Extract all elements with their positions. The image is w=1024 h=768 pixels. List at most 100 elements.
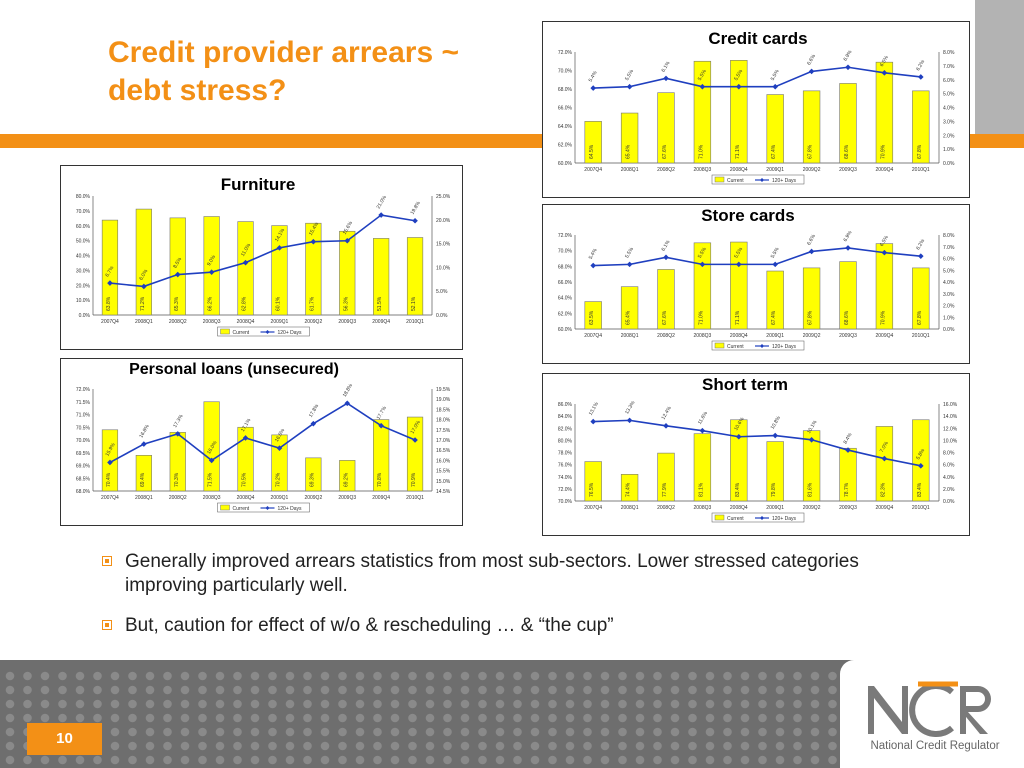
bar-data-label: 82.3% xyxy=(880,482,886,497)
bar-data-label: 56.3% xyxy=(343,296,349,311)
footer-dot xyxy=(250,727,260,737)
y-right-tick-label: 5.0% xyxy=(943,92,955,98)
y-right-tick-label: 0.0% xyxy=(436,313,448,319)
bar xyxy=(584,461,602,502)
chart-title-short-term: Short term xyxy=(690,374,800,396)
x-tick-label: 2009Q3 xyxy=(338,495,356,501)
footer-dot xyxy=(793,727,802,737)
y-right-tick-label: 0.0% xyxy=(943,499,955,505)
x-tick-label: 2009Q1 xyxy=(271,495,289,501)
y-left-tick-label: 84.0% xyxy=(558,414,573,420)
footer-dot xyxy=(653,727,662,737)
x-tick-label: 2008Q4 xyxy=(237,319,255,325)
footer-dot xyxy=(705,671,715,681)
line-data-label: 9.0% xyxy=(206,254,217,267)
x-tick-label: 2008Q2 xyxy=(657,167,675,173)
y-right-tick-label: 15.0% xyxy=(436,242,451,248)
bar-data-label: 60.1% xyxy=(275,296,281,311)
footer-dot xyxy=(548,755,557,765)
footer-dot xyxy=(705,713,715,723)
x-tick-label: 2009Q2 xyxy=(803,505,821,511)
x-tick-label: 2007Q4 xyxy=(101,495,119,501)
footer-dot xyxy=(460,671,470,681)
y-left-tick-label: 68.0% xyxy=(558,87,573,93)
footer-dot xyxy=(548,685,557,695)
legend-swatch-bar xyxy=(714,176,725,183)
footer-dot xyxy=(513,741,522,751)
footer-dot xyxy=(758,671,767,681)
bar xyxy=(766,270,784,330)
line-data-label: 5.4% xyxy=(588,247,599,260)
footer-dot xyxy=(495,699,505,709)
x-tick-label: 2009Q1 xyxy=(766,333,784,339)
y-right-tick-label: 16.0% xyxy=(943,402,958,408)
y-right-tick-label: 6.0% xyxy=(943,463,955,469)
y-left-tick-label: 68.0% xyxy=(558,264,573,270)
x-tick-label: 2009Q3 xyxy=(839,167,857,173)
y-right-tick-label: 14.0% xyxy=(943,414,958,420)
y-left-tick-label: 86.0% xyxy=(558,402,573,408)
bar xyxy=(373,238,390,316)
x-tick-label: 2008Q1 xyxy=(135,319,153,325)
footer-dot xyxy=(390,727,400,737)
footer-dot xyxy=(250,741,260,751)
footer-dot xyxy=(443,741,452,751)
footer-dot xyxy=(758,685,767,695)
y-right-tick-label: 17.5% xyxy=(436,428,451,434)
footer-dot xyxy=(408,741,417,751)
footer-dot xyxy=(810,671,820,681)
bullet-text: Generally improved arrears statistics fr… xyxy=(125,551,859,596)
legend-label: 120+ Days xyxy=(772,178,797,184)
x-tick-label: 2008Q4 xyxy=(730,333,748,339)
footer-dot xyxy=(723,685,732,695)
line-data-label: 7.0% xyxy=(879,440,890,453)
line-point xyxy=(590,418,596,425)
footer-dot xyxy=(268,755,277,765)
line-point xyxy=(918,463,924,469)
legend-label: 120+ Days xyxy=(772,344,797,350)
footer-dot xyxy=(23,685,32,695)
footer-dot xyxy=(285,741,295,751)
bar-data-label: 69.3% xyxy=(309,472,315,487)
footer-dot xyxy=(110,699,120,709)
footer-dot xyxy=(583,671,592,681)
footer-dot xyxy=(618,699,627,709)
line-data-label: 13.3% xyxy=(624,400,637,416)
line-point xyxy=(699,427,706,434)
bullet-item: But, caution for effect of w/o & resched… xyxy=(100,614,940,638)
footer-dot xyxy=(215,741,225,751)
bar xyxy=(912,419,930,502)
footer-dot xyxy=(303,699,312,709)
y-left-tick-label: 70.0% xyxy=(558,69,573,75)
x-tick-label: 2009Q1 xyxy=(766,505,784,511)
line-data-label: 6.2% xyxy=(915,59,926,72)
footer-dot xyxy=(75,755,85,765)
footer-dot xyxy=(548,741,557,751)
y-left-tick-label: 30.0% xyxy=(76,268,91,274)
bar xyxy=(406,416,424,492)
footer-dot xyxy=(408,755,417,765)
bar xyxy=(912,90,930,164)
x-tick-label: 2009Q4 xyxy=(876,333,894,339)
bar-data-label: 79.8% xyxy=(771,482,777,497)
chart-panel-credit-cards: 60.0% 62.0% 64.0% 66.0% 68.0% 70.0% 72.0% 0.0% 1… xyxy=(542,21,970,198)
y-right-tick-label: 8.0% xyxy=(943,233,955,239)
footer-dot xyxy=(215,699,225,709)
y-left-tick-label: 62.0% xyxy=(558,143,573,149)
footer-dot xyxy=(250,699,260,709)
y-left-tick-label: 80.0% xyxy=(76,194,91,200)
line-data-label: 6.6% xyxy=(806,53,817,66)
footer-dot xyxy=(338,727,347,737)
x-tick-label: 2007Q4 xyxy=(584,167,602,173)
x-tick-label: 2008Q4 xyxy=(730,167,748,173)
footer-dot xyxy=(215,685,225,695)
footer-dot xyxy=(828,755,837,765)
line-point xyxy=(881,249,888,256)
footer-dot xyxy=(810,699,820,709)
footer-dot xyxy=(145,755,155,765)
footer-dot xyxy=(723,727,732,737)
footer-dot xyxy=(390,685,400,695)
line-data-label: 5.5% xyxy=(697,246,708,259)
footer-dot xyxy=(145,713,155,723)
y-left-tick-label: 70.0% xyxy=(76,209,91,215)
